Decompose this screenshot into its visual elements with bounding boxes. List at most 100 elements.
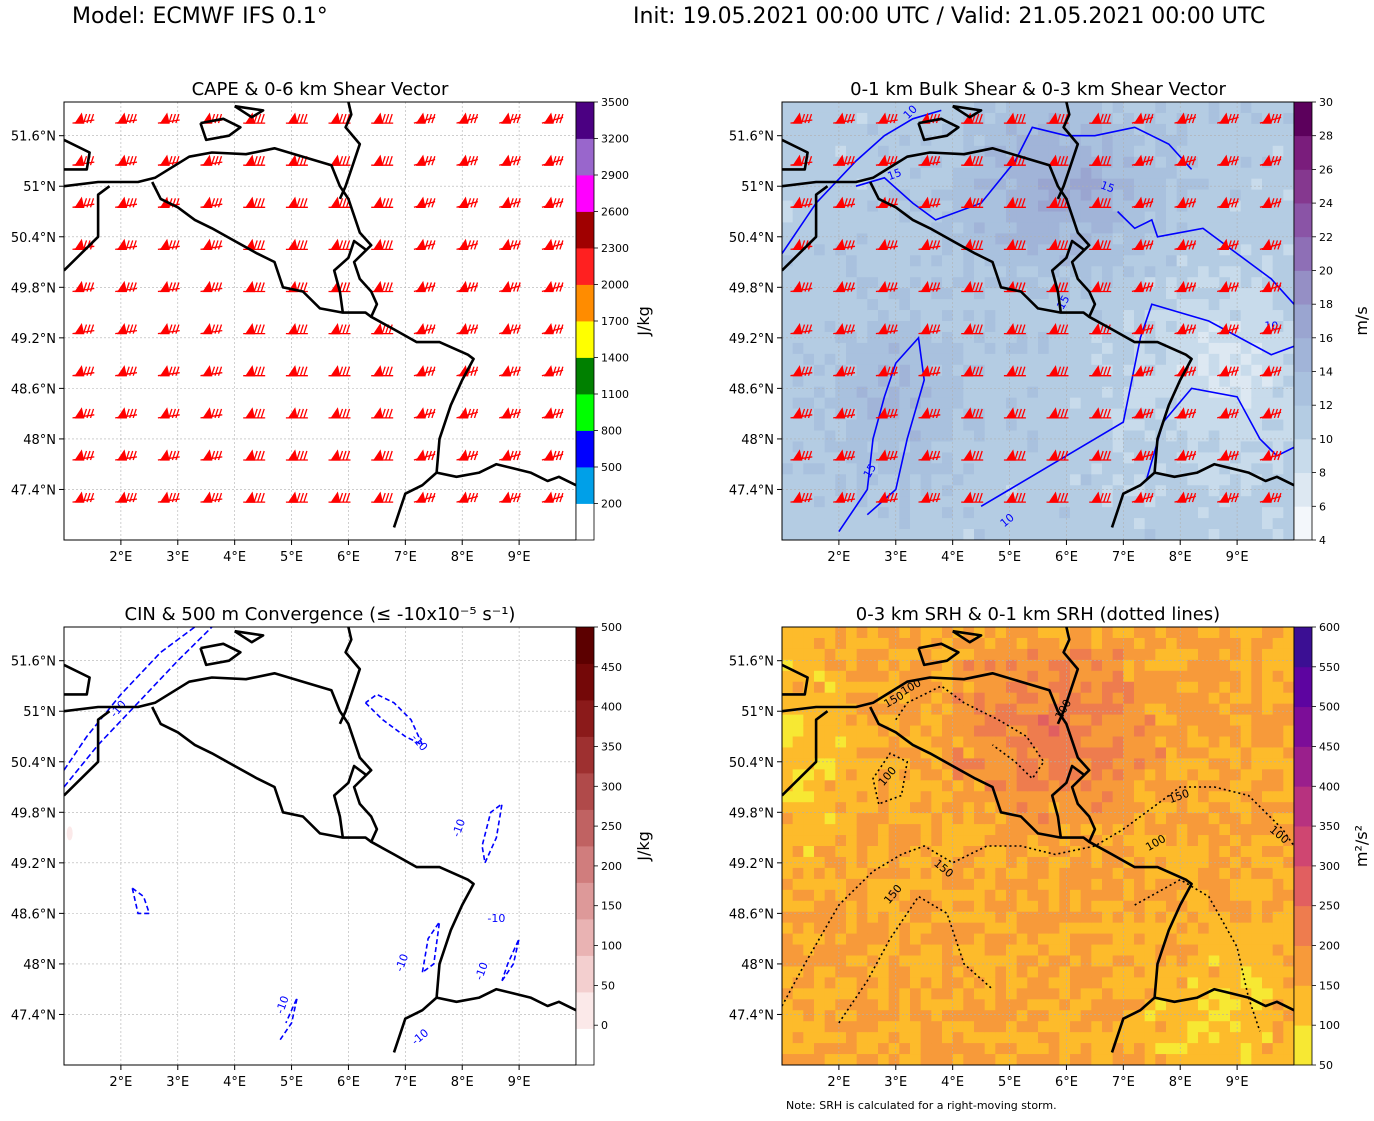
field-cell: [1112, 266, 1124, 278]
field-cell: [867, 681, 879, 694]
field-cell: [1208, 518, 1220, 530]
field-cell: [984, 485, 996, 497]
field-cell: [878, 255, 890, 267]
field-cell: [1123, 681, 1135, 694]
barb-feather: [886, 408, 891, 419]
barb-feather: [1014, 324, 1019, 334]
field-cell: [931, 408, 943, 421]
field-cell: [1027, 889, 1039, 902]
barb-feather: [804, 324, 809, 334]
field-cell: [1048, 518, 1060, 530]
barb-feather: [1234, 155, 1239, 166]
field-cell: [1251, 299, 1263, 311]
field-cell: [1016, 670, 1028, 683]
field-cell: [931, 397, 943, 410]
field-cell: [1027, 321, 1039, 333]
field-cell: [1240, 485, 1252, 497]
field-cell: [952, 813, 964, 825]
field-cell: [899, 419, 911, 432]
field-cell: [1102, 900, 1114, 913]
field-cell: [867, 211, 879, 224]
field-cell: [1262, 353, 1274, 366]
field-cell: [1198, 408, 1210, 421]
field-cell: [1027, 758, 1039, 770]
field-cell: [1176, 637, 1188, 650]
field-cell: [867, 178, 879, 191]
field-cell: [1272, 485, 1284, 497]
field-cell: [1070, 211, 1082, 224]
field-cell: [782, 102, 794, 114]
field-cell: [942, 736, 954, 749]
barb-feather: [804, 113, 809, 124]
field-cell: [856, 321, 868, 333]
field-cell: [878, 299, 890, 311]
field-cell: [1038, 277, 1050, 289]
field-cell: [814, 178, 826, 191]
barb-flag: [372, 112, 384, 124]
field-cell: [974, 878, 986, 891]
barb-feather: [1149, 324, 1154, 334]
field-cell: [1230, 189, 1242, 202]
field-cell: [824, 966, 836, 978]
field-cell: [952, 299, 964, 311]
field-cell: [1155, 200, 1167, 213]
field-cell: [782, 145, 794, 158]
field-cell: [1059, 211, 1071, 224]
field-cell: [963, 824, 975, 836]
field-cell: [995, 529, 1007, 540]
field-cell: [1155, 835, 1167, 847]
barb-feather: [1103, 366, 1108, 376]
field-cell: [910, 637, 922, 650]
field-cell: [910, 988, 922, 1000]
field-cell: [1038, 408, 1050, 421]
field-cell: [1123, 637, 1135, 650]
field-cell: [1283, 277, 1294, 289]
field-cell: [931, 944, 943, 957]
field-cell: [1166, 397, 1178, 410]
barb-feather: [971, 450, 976, 461]
field-cell: [1176, 802, 1188, 814]
barb-feather: [171, 155, 177, 166]
colorbar-swatch: [576, 736, 594, 774]
field-cell: [846, 342, 858, 355]
barb-feather: [552, 408, 557, 419]
field-cell: [792, 867, 804, 880]
field-cell: [846, 474, 858, 486]
barb-feather: [132, 113, 137, 124]
field-cell: [1176, 999, 1188, 1011]
barb-feather: [296, 240, 301, 250]
field-cell: [792, 386, 804, 399]
field-cell: [792, 211, 804, 224]
barb-feather: [338, 450, 344, 461]
field-cell: [782, 233, 794, 245]
field-cell: [856, 988, 868, 1000]
field-cell: [1208, 134, 1220, 147]
field-cell: [974, 769, 986, 781]
field-cell: [1166, 835, 1178, 847]
field-cell: [984, 627, 996, 639]
field-cell: [867, 112, 879, 125]
barb-feather: [1270, 198, 1275, 208]
field-cell: [1230, 299, 1242, 311]
field-cell: [1123, 922, 1135, 935]
field-cell: [963, 933, 975, 946]
field-cell: [899, 375, 911, 388]
field-cell: [1144, 889, 1156, 902]
field-cell: [803, 375, 815, 388]
barb-flag: [543, 491, 554, 503]
field-cell: [931, 736, 943, 749]
field-cell: [1038, 813, 1050, 825]
barb-feather: [388, 324, 393, 334]
field-cell: [1027, 769, 1039, 781]
field-cell: [1048, 659, 1060, 672]
field-cell: [1048, 353, 1060, 366]
field-cell: [1038, 988, 1050, 1000]
barb-feather: [847, 198, 852, 208]
field-cell: [1102, 266, 1114, 278]
barb-flag: [74, 238, 85, 251]
field-cell: [814, 670, 826, 683]
field-cell: [1059, 955, 1071, 968]
field-cell: [782, 988, 794, 1000]
field-cell: [920, 222, 932, 234]
field-cell: [856, 835, 868, 847]
